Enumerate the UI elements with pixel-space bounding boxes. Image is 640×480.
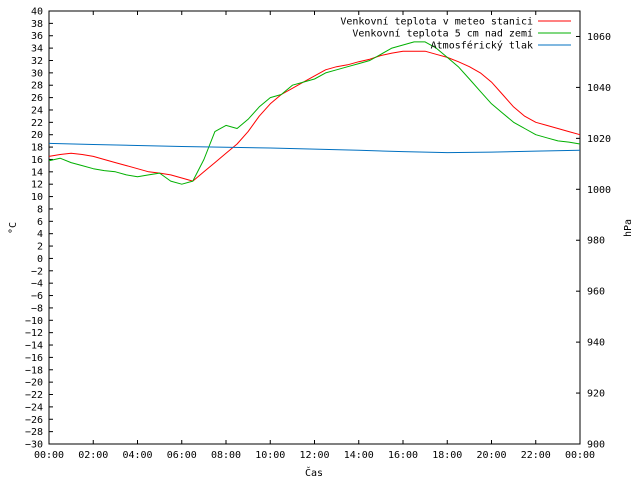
series-line-2 (48, 142, 581, 154)
y-tick-label: 16 (31, 155, 43, 166)
y2-tick-label: 1060 (587, 32, 611, 43)
y-tick-label: −6 (31, 291, 43, 302)
y-tick-label: 12 (31, 180, 43, 191)
x-tick-label: 16:00 (388, 450, 418, 461)
y-tick-label: 0 (37, 254, 43, 265)
y-tick-label: 34 (31, 44, 43, 55)
x-axis-label: Čas (305, 466, 323, 479)
y-tick-label: −8 (31, 303, 43, 314)
y-tick-label: −26 (25, 415, 43, 426)
y-tick-label: 18 (31, 143, 43, 154)
x-tick-label: 02:00 (78, 450, 108, 461)
x-tick-label: 04:00 (122, 450, 152, 461)
y2-tick-label: 900 (587, 440, 605, 451)
legend-label: Venkovní teplota v meteo stanici (340, 16, 533, 28)
y-tick-label: 10 (31, 192, 43, 203)
y2-tick-label: 980 (587, 236, 605, 247)
y-tick-label: −24 (25, 402, 43, 413)
y2-tick-label: 1040 (587, 83, 611, 94)
y2-tick-label: 1020 (587, 134, 611, 145)
y-tick-label: −10 (25, 316, 43, 327)
y-tick-label: 22 (31, 118, 43, 129)
y2-tick-label: 940 (587, 338, 605, 349)
y-tick-label: −2 (31, 266, 43, 277)
y-tick-label: 24 (31, 105, 43, 116)
y-tick-label: −22 (25, 390, 43, 401)
y-tick-label: 4 (37, 229, 43, 240)
legend-label: Atmosférický tlak (431, 40, 533, 52)
y-tick-label: 14 (31, 167, 43, 178)
y-tick-label: −28 (25, 427, 43, 438)
y-tick-label: 28 (31, 81, 43, 92)
y-tick-label: −20 (25, 378, 43, 389)
y-tick-label: −16 (25, 353, 43, 364)
x-tick-label: 22:00 (521, 450, 551, 461)
x-tick-label: 12:00 (299, 450, 329, 461)
y2-tick-label: 1000 (587, 185, 611, 196)
legend: Venkovní teplota v meteo staniciVenkovní… (340, 16, 571, 52)
y-tick-label: −12 (25, 328, 43, 339)
y-tick-label: 38 (31, 19, 43, 30)
y2-tick-label: 920 (587, 389, 605, 400)
y-tick-label: 30 (31, 68, 43, 79)
y-tick-label: 26 (31, 93, 43, 104)
series-layer (48, 41, 581, 185)
x-tick-label: 14:00 (344, 450, 374, 461)
legend-label: Venkovní teplota 5 cm nad zemí (352, 28, 533, 40)
y-tick-label: −30 (25, 440, 43, 451)
y-tick-label: 8 (37, 204, 43, 215)
y2-tick-label: 960 (587, 287, 605, 298)
y-tick-label: 36 (31, 31, 43, 42)
x-tick-label: 08:00 (211, 450, 241, 461)
y-tick-label: 2 (37, 242, 43, 253)
y-tick-label: 6 (37, 217, 43, 228)
series-line-0 (48, 50, 581, 182)
series-line-1 (48, 41, 581, 185)
y-tick-label: 20 (31, 130, 43, 141)
y2-axis-ticks: 900 920 940 960 980 1000 1020 1040 1060 (576, 32, 611, 451)
y-tick-label: −14 (25, 341, 43, 352)
x-tick-label: 06:00 (167, 450, 197, 461)
y-axis-ticks: −30−28−26−24−22−20−18−16−14−12−10−8−6−4−… (25, 7, 53, 451)
y-tick-label: 32 (31, 56, 43, 67)
y-tick-label: 40 (31, 7, 43, 18)
x-tick-label: 10:00 (255, 450, 285, 461)
y2-axis-label: hPa (623, 219, 634, 237)
y-tick-label: −4 (31, 279, 43, 290)
x-axis-ticks: 00:00 02:00 04:00 06:00 08:00 10:00 12:00 14:00… (34, 11, 595, 461)
x-tick-label: 00:00 (34, 450, 64, 461)
y-axis-label: °C (8, 222, 19, 234)
x-tick-label: 00:00 (565, 450, 595, 461)
y-tick-label: −18 (25, 365, 43, 376)
x-tick-label: 20:00 (476, 450, 506, 461)
x-tick-label: 18:00 (432, 450, 462, 461)
